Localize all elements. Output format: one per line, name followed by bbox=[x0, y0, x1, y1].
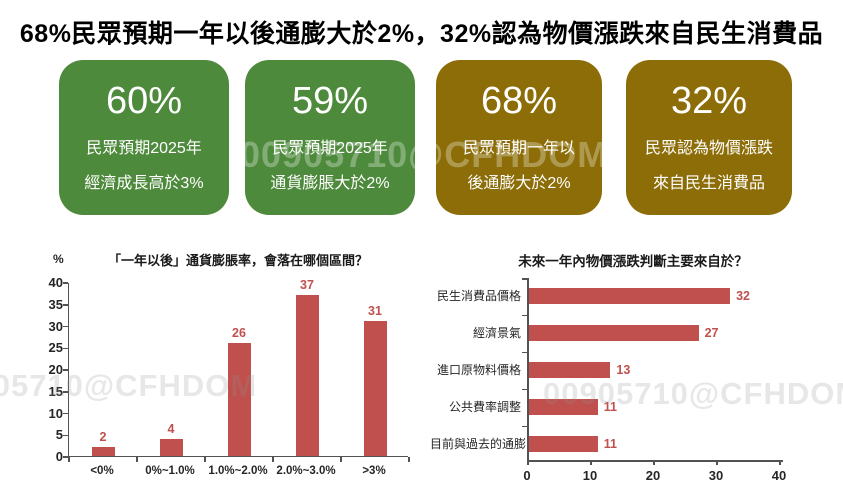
x-tick-mark bbox=[653, 460, 655, 465]
y-tick-mark bbox=[522, 425, 527, 427]
x-tick-mark bbox=[68, 457, 70, 462]
y-axis-unit-label: % bbox=[53, 252, 64, 266]
x-tick-mark bbox=[272, 457, 274, 462]
y-tick-label: 0 bbox=[55, 449, 63, 464]
x-tick-label: 40 bbox=[771, 468, 787, 483]
stat-caption-line1: 民眾預期2025年 bbox=[86, 140, 202, 157]
bar->3% bbox=[363, 321, 387, 456]
x-tick-mark bbox=[204, 457, 206, 462]
plot-area: 2 4 26 37 31 bbox=[68, 278, 408, 457]
y-tick-label: 10 bbox=[48, 405, 63, 421]
x-tick-mark bbox=[590, 460, 592, 465]
stat-card-growth: 60% 民眾預期2025年 經濟成長高於3% bbox=[59, 60, 229, 215]
bar-value: 11 bbox=[603, 400, 618, 414]
y-tick-mark bbox=[63, 369, 68, 371]
x-tick-label: 20 bbox=[645, 468, 661, 483]
page-title: 68%民眾預期一年以後通膨大於2%，32%認為物價漲跌來自民生消費品 bbox=[19, 20, 824, 48]
y-tick-mark bbox=[522, 278, 527, 280]
bar-value: 4 bbox=[167, 421, 175, 436]
x-tick-mark bbox=[716, 460, 718, 465]
bar-0%~1.0% bbox=[159, 438, 183, 456]
bar-value: 13 bbox=[616, 363, 631, 377]
x-tick-label: 30 bbox=[708, 468, 724, 483]
x-category-label: >3% bbox=[362, 465, 386, 477]
stat-value: 60% bbox=[105, 80, 183, 122]
bar-category-label: 經濟景氣 bbox=[472, 326, 521, 340]
bar-公共費率調整 bbox=[528, 399, 598, 415]
y-tick-mark bbox=[522, 351, 527, 353]
chart-title: 未來一年內物價漲跌判斷主要來自於？ bbox=[518, 254, 748, 269]
y-tick-mark bbox=[63, 304, 68, 306]
stat-caption-line2: 經濟成長高於3% bbox=[84, 175, 204, 192]
bar-value: 11 bbox=[603, 437, 618, 451]
bar-目前與過去的通膨 bbox=[528, 436, 598, 452]
stat-caption-line1: 民眾預期2025年 bbox=[272, 140, 388, 157]
x-tick-mark bbox=[779, 460, 781, 465]
stat-caption-line1: 民眾認為物價漲跌 bbox=[644, 140, 773, 157]
bar-value: 26 bbox=[232, 325, 246, 340]
chart-title: 「一年以後」通貨膨脹率，會落在哪個區間？ bbox=[107, 253, 368, 268]
stat-card-inflation-1yr: 68% 民眾預期一年以 後通膨大於2% bbox=[436, 60, 602, 215]
bar-<0% bbox=[91, 447, 115, 456]
x-category-label: 0%~1.0% bbox=[145, 465, 195, 477]
x-tick-mark bbox=[408, 457, 410, 462]
price-source-chart: 未來一年內物價漲跌判斷主要來自於？ 0 10 20 30 40 民生消費品價格 32 經濟景氣… bbox=[430, 245, 843, 497]
x-tick-label: 10 bbox=[582, 468, 598, 483]
stat-caption-line2: 後通膨大於2% bbox=[467, 175, 571, 192]
y-tick-label: 40 bbox=[48, 275, 63, 290]
y-tick-label: 25 bbox=[48, 340, 63, 356]
y-tick-mark bbox=[522, 314, 527, 316]
x-tick-label: 0 bbox=[523, 468, 531, 483]
stat-value: 32% bbox=[670, 80, 748, 122]
y-tick-mark bbox=[63, 434, 68, 436]
bar-category-label: 目前與過去的通膨 bbox=[430, 437, 527, 451]
bar-category-label: 民生消費品價格 bbox=[436, 289, 521, 303]
bar-category-label: 公共費率調整 bbox=[448, 400, 521, 414]
stat-caption-line1: 民眾預期一年以 bbox=[462, 140, 575, 157]
bar-2.0%~3.0% bbox=[295, 295, 319, 456]
y-tick-mark bbox=[63, 456, 68, 458]
y-tick-mark bbox=[63, 412, 68, 415]
y-tick-label: 15 bbox=[48, 383, 63, 399]
y-axis-line bbox=[527, 278, 529, 460]
x-category-label: 2.0%~3.0% bbox=[276, 465, 336, 477]
bar-經濟景氣 bbox=[528, 325, 699, 341]
stat-value: 59% bbox=[291, 80, 369, 122]
bar-value: 37 bbox=[300, 278, 314, 293]
bar-value: 32 bbox=[736, 289, 750, 303]
stat-card-price-source: 32% 民眾認為物價漲跌 來自民生消費品 bbox=[626, 60, 792, 215]
inflation-range-chart: % 「一年以後」通貨膨脹率，會落在哪個區間？ 2 4 26 37 31 0 5 10 15 20… bbox=[35, 245, 431, 497]
x-category-label: 1.0%~2.0% bbox=[208, 465, 268, 477]
y-tick-label: 5 bbox=[55, 427, 63, 443]
bar-value: 31 bbox=[368, 304, 382, 319]
y-tick-label: 30 bbox=[48, 318, 63, 334]
y-tick-mark bbox=[63, 282, 68, 284]
x-tick-mark bbox=[136, 457, 138, 462]
x-axis-line bbox=[527, 460, 783, 462]
bar-民生消費品價格 bbox=[528, 288, 731, 304]
y-tick-mark bbox=[63, 391, 68, 393]
bar-進口原物料價格 bbox=[528, 362, 611, 378]
y-tick-label: 20 bbox=[48, 362, 63, 377]
stat-value: 68% bbox=[480, 80, 558, 122]
bar-value: 27 bbox=[704, 326, 719, 340]
x-category-label: <0% bbox=[90, 465, 114, 477]
y-tick-mark bbox=[63, 325, 68, 328]
stat-caption-line2: 來自民生消費品 bbox=[652, 175, 765, 192]
stat-caption-line2: 通貨膨脹大於2% bbox=[270, 175, 390, 192]
stat-card-inflation-2025: 59% 民眾預期2025年 通貨膨脹大於2% bbox=[245, 60, 415, 215]
y-tick-label: 35 bbox=[48, 296, 63, 312]
y-tick-mark bbox=[63, 347, 68, 349]
x-tick-mark bbox=[527, 460, 529, 465]
y-tick-mark bbox=[522, 388, 527, 390]
bar-category-label: 進口原物料價格 bbox=[436, 363, 521, 377]
x-tick-mark bbox=[340, 457, 342, 462]
bar-1.0%~2.0% bbox=[227, 342, 251, 456]
bar-value: 2 bbox=[99, 430, 107, 445]
